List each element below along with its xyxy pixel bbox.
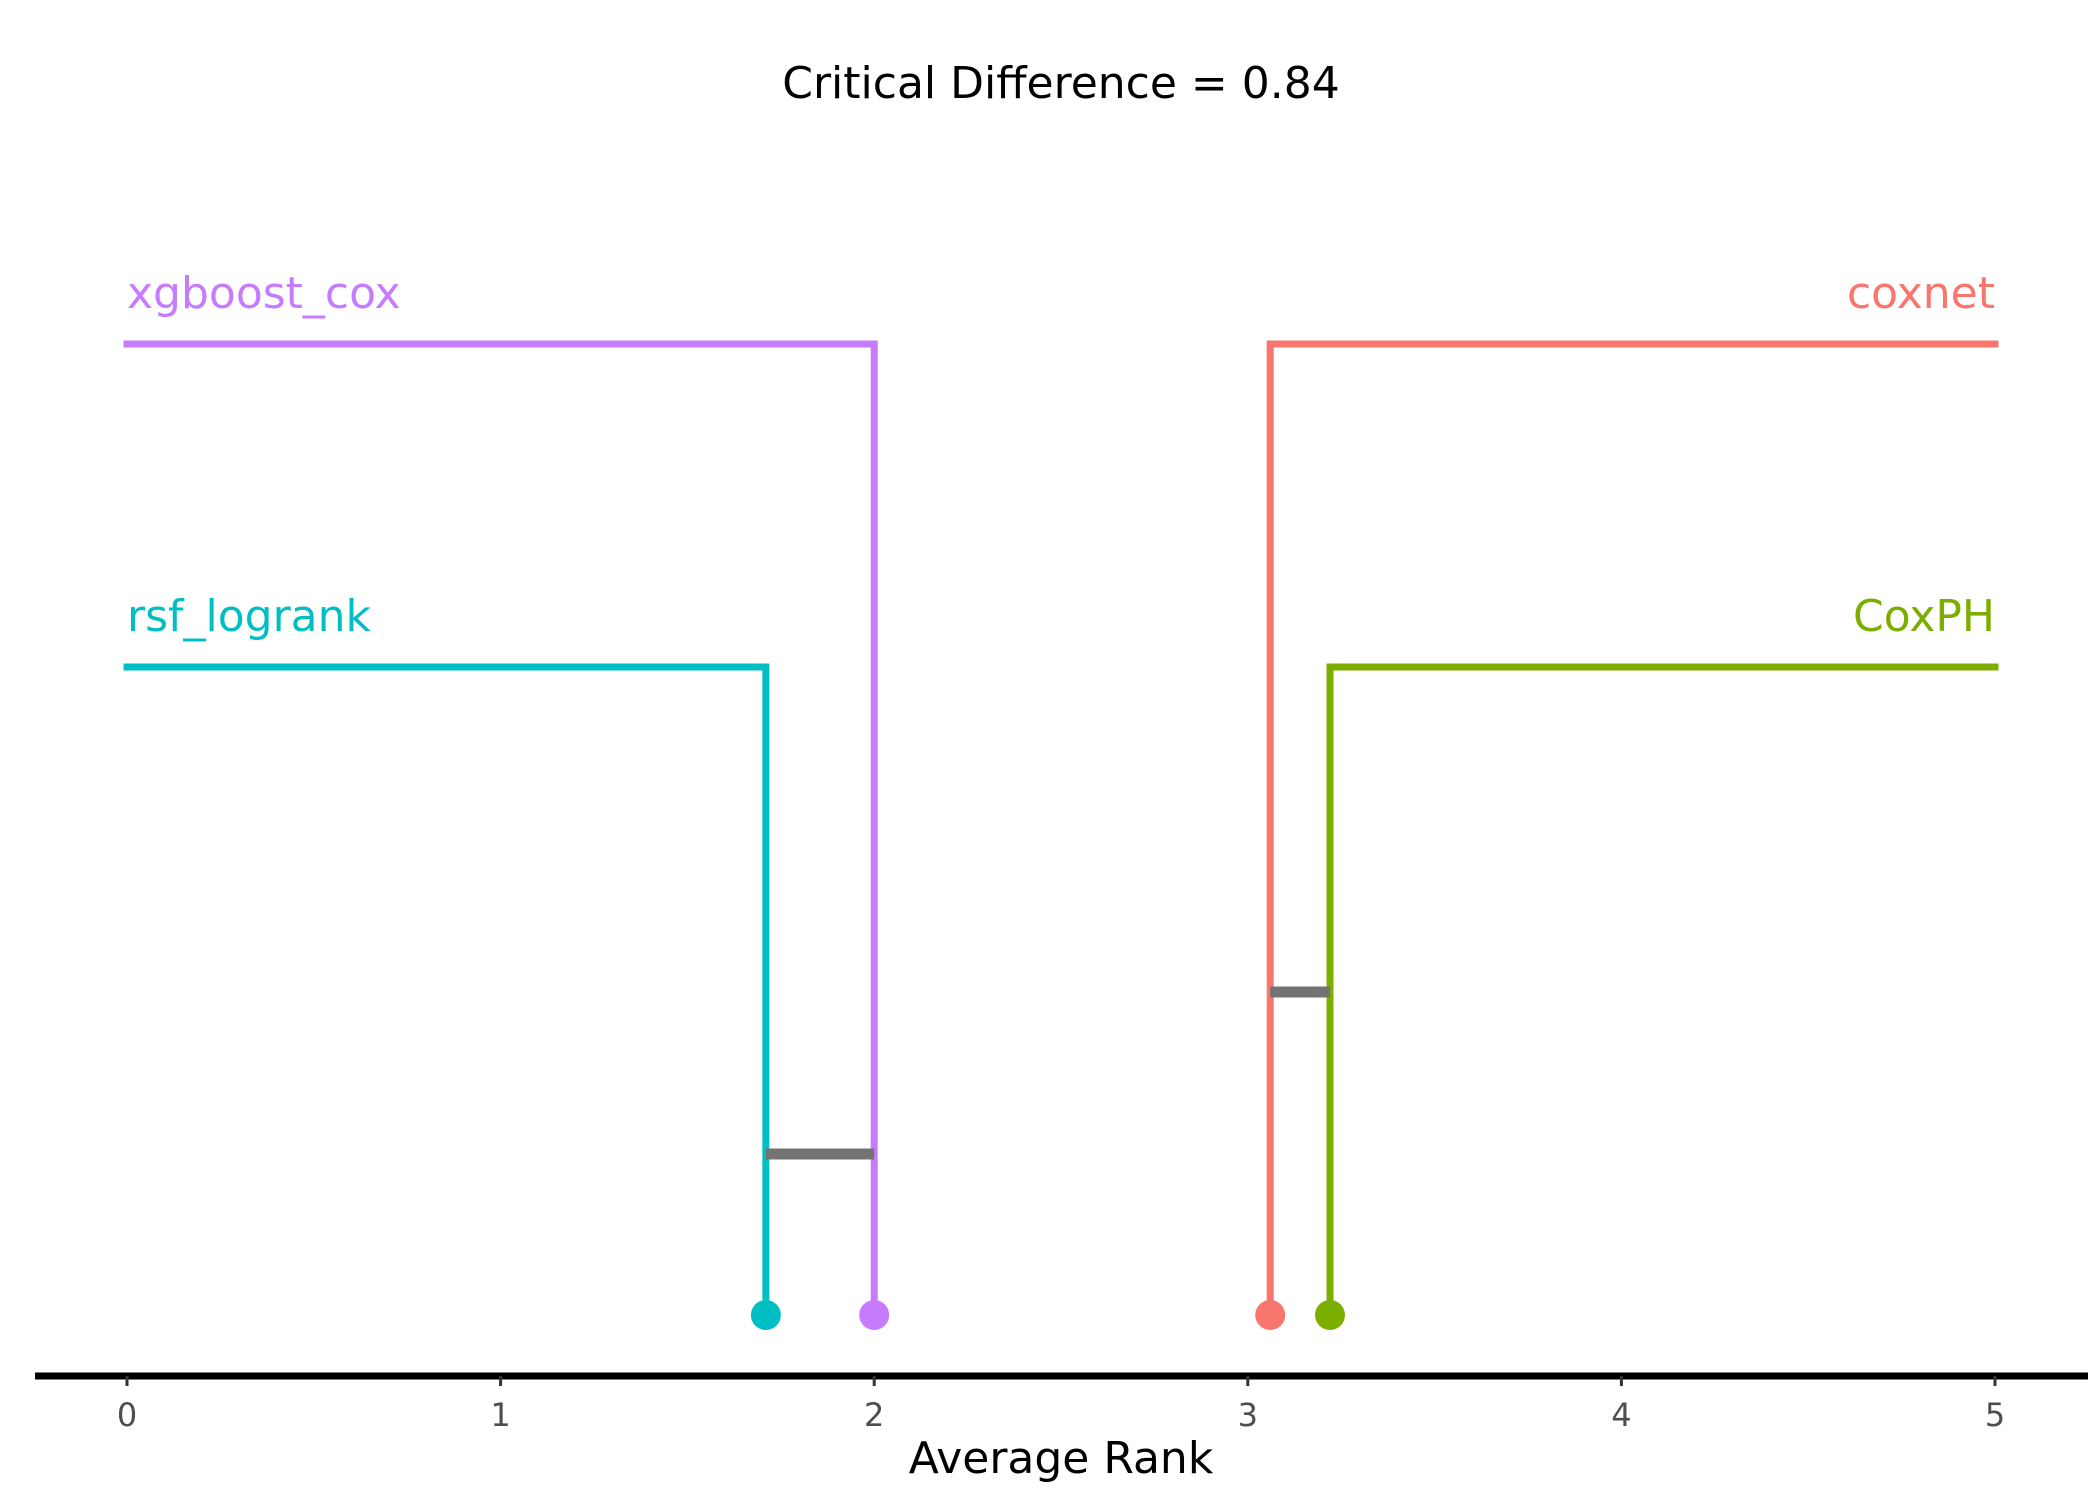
x-tick-label: 4: [1611, 1396, 1631, 1434]
method-label-coxnet: coxnet: [1847, 268, 1995, 319]
x-axis-title: Average Rank: [909, 1433, 1214, 1484]
method-label-xgboost-cox: xgboost_cox: [127, 268, 401, 319]
chart-title: Critical Difference = 0.84: [782, 58, 1340, 109]
x-axis: 0 1 2 3 4 5: [35, 1372, 2088, 1434]
cliques-layer: [765, 986, 1330, 1160]
method-label-rsf-logrank: rsf_logrank: [127, 591, 372, 642]
x-tick-label: 0: [117, 1396, 137, 1434]
method-label-coxph: CoxPH: [1853, 591, 1995, 642]
rank-point-xgboost-cox: [859, 1300, 890, 1330]
methods-layer: xgboost_cox rsf_logrank coxnet CoxPH: [123, 268, 1999, 1315]
x-tick-label: 2: [864, 1396, 884, 1434]
rank-point-coxph: [1314, 1300, 1345, 1330]
x-tick-label: 5: [1985, 1396, 2005, 1434]
rank-point-rsf-logrank: [750, 1300, 781, 1330]
x-tick-label: 1: [490, 1396, 510, 1434]
rank-point-coxnet: [1255, 1300, 1286, 1330]
x-tick-label: 3: [1238, 1396, 1258, 1434]
points-layer: [750, 1300, 1345, 1330]
